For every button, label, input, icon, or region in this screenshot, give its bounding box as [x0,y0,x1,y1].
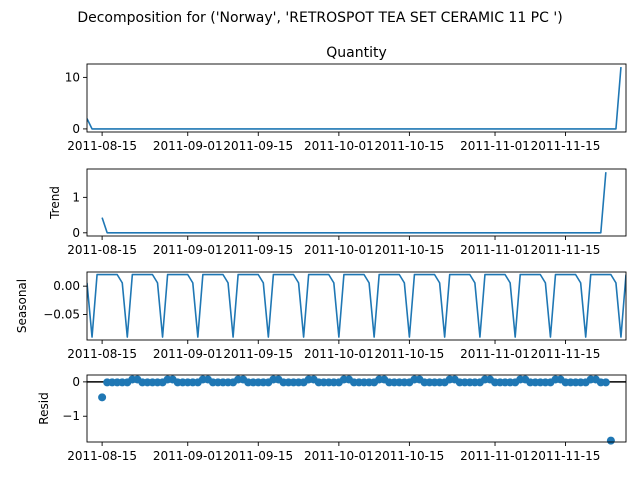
observed-xtick-label: 2011-11-15 [531,139,601,153]
trend-xtick-label: 2011-09-15 [223,243,293,257]
observed-ytick-label: 10 [65,70,80,84]
trend-ylabel: Trend [48,186,62,220]
resid-xtick-label: 2011-09-01 [153,449,223,463]
resid-ytick-label: −1 [62,409,80,423]
trend-ytick-label: 0 [72,226,80,240]
trend-xtick-label: 2011-08-15 [67,243,137,257]
trend-series-line [101,172,607,234]
observed-axes-frame [86,63,627,133]
observed-xtick-label: 2011-08-15 [67,139,137,153]
resid-ytick-label: 0 [72,375,80,389]
trend-xtick-label: 2011-09-01 [153,243,223,257]
observed-subtitle: Quantity [326,45,387,61]
observed-xtick-label: 2011-10-01 [304,139,374,153]
panel-trend: Trend 0 1 2011-08-15 2011-09-01 2011-09-15 201… [48,168,627,257]
observed-xtick-label: 2011-11-01 [460,139,530,153]
trend-xtick-label: 2011-10-01 [304,243,374,257]
resid-point [601,378,610,387]
resid-xtick-label: 2011-09-15 [223,449,293,463]
seasonal-xtick-label: 2011-09-01 [153,347,223,361]
panel-resid: Resid 0 −1 2011-08-15 2011-09-01 2011-09-15 20… [37,374,627,463]
seasonal-xtick-label: 2011-11-01 [460,347,530,361]
seasonal-xtick-label: 2011-10-15 [375,347,445,361]
observed-series-line [87,67,622,130]
seasonal-xtick-label: 2011-08-15 [67,347,137,361]
seasonal-ytick-label: 0.00 [53,279,80,293]
trend-ytick-label: 1 [72,190,80,204]
observed-xtick-label: 2011-09-15 [223,139,293,153]
observed-ytick-label: 0 [72,122,80,136]
trend-xtick-label: 2011-10-15 [375,243,445,257]
panel-observed: Quantity 0 10 2011-08-15 2011-09-01 2011-09-1… [65,45,627,153]
seasonal-series-line [87,273,626,338]
resid-xtick-label: 2011-11-01 [460,449,530,463]
resid-axes-frame [86,374,627,443]
trend-axes-frame [86,168,627,237]
resid-xtick-label: 2011-10-15 [375,449,445,463]
resid-xtick-label: 2011-11-15 [531,449,601,463]
seasonal-xtick-label: 2011-11-15 [531,347,601,361]
seasonal-ytick-label: −0.05 [43,308,80,322]
seasonal-xtick-label: 2011-10-01 [304,347,374,361]
resid-xtick-label: 2011-08-15 [67,449,137,463]
resid-point [606,436,615,445]
observed-xtick-label: 2011-09-01 [153,139,223,153]
seasonal-axes-frame [86,271,627,341]
resid-xtick-label: 2011-10-01 [304,449,374,463]
resid-point [98,393,107,402]
seasonal-ylabel: Seasonal [15,279,29,333]
trend-xtick-label: 2011-11-15 [531,243,601,257]
resid-ylabel: Resid [37,392,51,424]
seasonal-xtick-label: 2011-09-15 [223,347,293,361]
observed-xtick-label: 2011-10-15 [375,139,445,153]
trend-xtick-label: 2011-11-01 [460,243,530,257]
figure-title: Decomposition for ('Norway', 'RETROSPOT … [77,10,562,26]
